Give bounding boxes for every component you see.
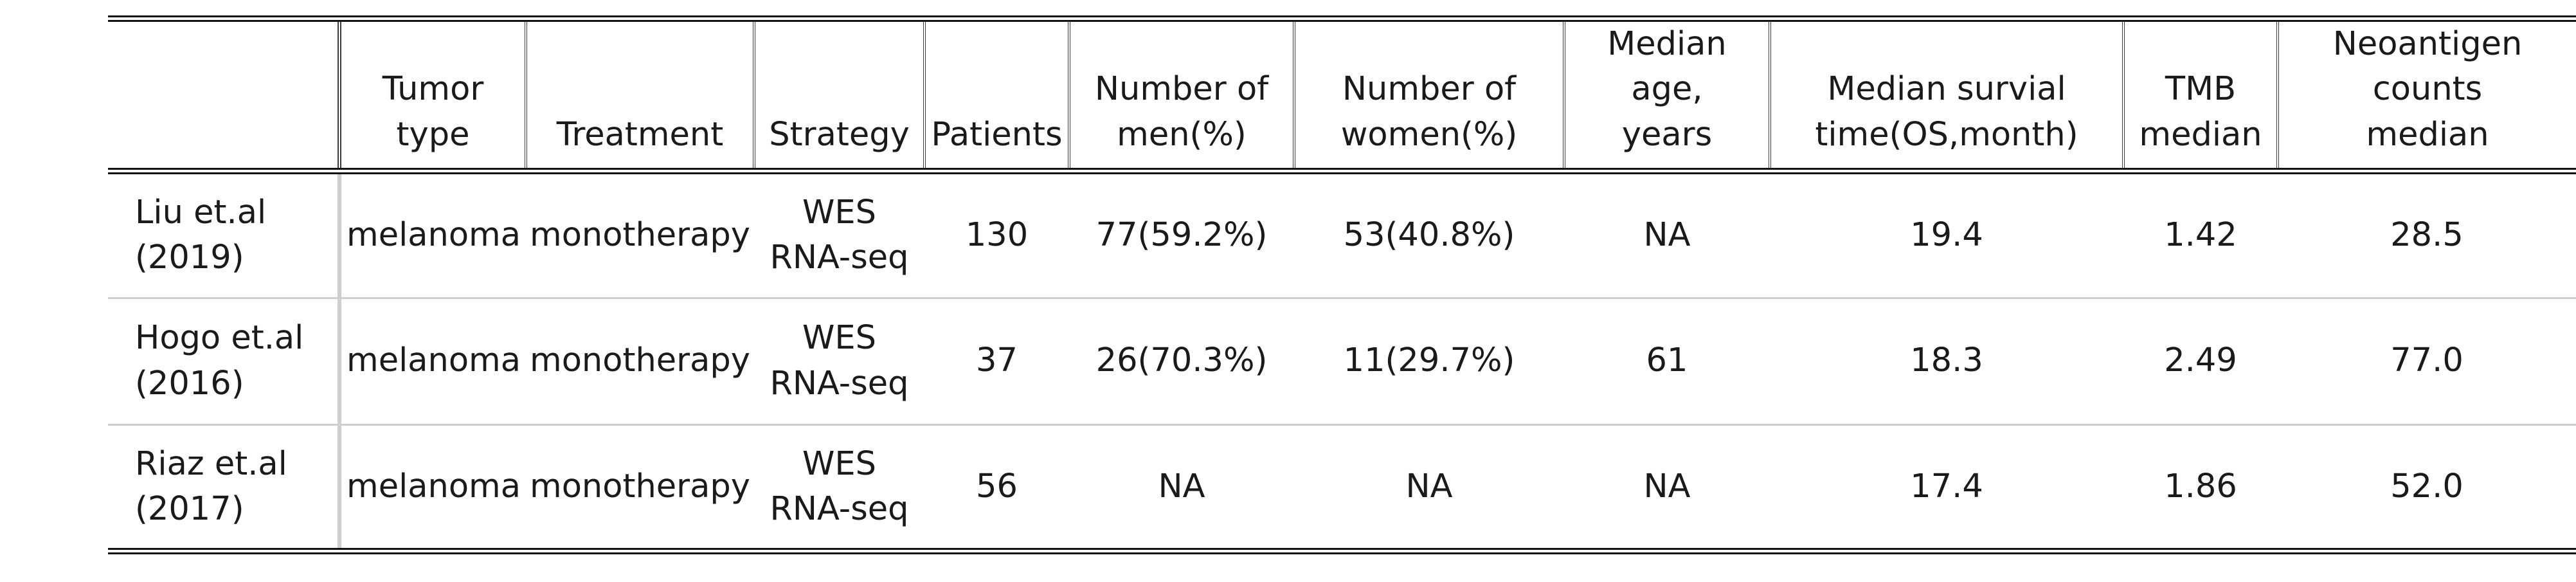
study-year: (2019) [135, 239, 244, 277]
cell-study: Riaz et.al (2017) [108, 424, 341, 552]
col-header-median-age: Median age, years [1564, 19, 1771, 172]
col-header-men: Number of men(%) [1069, 19, 1295, 172]
header-line: Tumor type [382, 70, 484, 154]
strategy-line: WES [802, 444, 877, 483]
cell-patients: 56 [976, 467, 1018, 505]
header-line: time(OS,month) [1815, 115, 2078, 154]
header-line: Number of [1094, 70, 1269, 109]
col-header-strategy: Strategy [754, 19, 926, 172]
study-year: (2016) [135, 364, 244, 403]
cell-treatment: monotherapy [530, 216, 750, 255]
study-name: Liu et.al [135, 194, 267, 232]
cell-strategy: WES RNA-seq [754, 171, 924, 298]
cell-tmb: 1.86 [2164, 467, 2237, 505]
cell-neoantigen: 28.5 [2390, 216, 2463, 255]
cell-treatment: monotherapy [530, 341, 750, 380]
table-row: Riaz et.al (2017) melanoma monotherapy W… [108, 424, 2576, 552]
cell-tmb: 1.42 [2164, 216, 2237, 255]
cell-tumor-type: melanoma [347, 341, 521, 380]
cell-median-survival: 17.4 [1910, 467, 1983, 505]
cell-men: 26(70.3%) [1095, 341, 1268, 380]
cell-tumor-type: melanoma [347, 216, 521, 255]
strategy-line: RNA-seq [770, 489, 909, 528]
header-line: years [1621, 115, 1713, 154]
header-line: Patients [931, 115, 1063, 154]
study-name: Hogo et.al [135, 319, 304, 358]
cell-median-survival: 18.3 [1910, 341, 1983, 380]
cell-neoantigen: 77.0 [2390, 341, 2463, 380]
col-header-tmb: TMB median [2123, 19, 2279, 172]
header-line: women(%) [1340, 115, 1518, 154]
col-header-neoantigen: Neoantigen counts median [2278, 19, 2576, 171]
cell-neoantigen: 52.0 [2390, 467, 2463, 505]
header-line: Neoantigen counts [2332, 25, 2523, 109]
col-header-women: Number of women(%) [1294, 19, 1565, 172]
col-header-tumor-type: Tumor type [339, 19, 527, 172]
cell-women: 53(40.8%) [1343, 216, 1515, 255]
col-header-treatment: Treatment [526, 19, 755, 172]
header-line: Median age, [1607, 25, 1727, 109]
strategy-line: WES [802, 194, 877, 232]
header-line: median [2366, 115, 2489, 154]
study-name: Riaz et.al [135, 444, 287, 483]
header-line: Median survial [1827, 70, 2066, 109]
col-header-median-survival: Median survial time(OS,month) [1770, 19, 2125, 172]
header-line: median [2139, 115, 2262, 154]
strategy-line: RNA-seq [770, 239, 909, 277]
cell-study: Hogo et.al (2016) [108, 298, 341, 425]
col-header-patients: Patients [924, 19, 1070, 172]
cell-study: Liu et.al (2019) [108, 171, 341, 298]
col-header-study [108, 19, 341, 172]
header-line: men(%) [1117, 115, 1247, 154]
cell-median-age: 61 [1646, 341, 1688, 380]
header-line: Treatment [556, 115, 724, 154]
header-row: Tumor type Treatment Strategy Patients N… [108, 19, 2576, 172]
cell-tumor-type: melanoma [347, 467, 521, 505]
cell-strategy: WES RNA-seq [754, 424, 924, 551]
table-row: Liu et.al (2019) melanoma monotherapy WE… [108, 171, 2576, 298]
cell-men: NA [1158, 467, 1205, 505]
strategy-line: WES [802, 319, 877, 358]
table-row: Hogo et.al (2016) melanoma monotherapy W… [108, 298, 2576, 425]
strategy-line: RNA-seq [770, 364, 909, 403]
cell-patients: 130 [965, 216, 1029, 255]
header-line: Strategy [769, 115, 910, 154]
header-line: TMB [2165, 70, 2237, 109]
cell-median-survival: 19.4 [1910, 216, 1983, 255]
cell-median-age: NA [1643, 216, 1691, 255]
cell-men: 77(59.2%) [1095, 216, 1268, 255]
study-table-container: Tumor type Treatment Strategy Patients N… [108, 15, 2576, 554]
cell-strategy: WES RNA-seq [754, 298, 924, 424]
cell-median-age: NA [1643, 467, 1691, 505]
cell-patients: 37 [976, 341, 1018, 380]
cell-women: 11(29.7%) [1343, 341, 1515, 380]
cell-treatment: monotherapy [530, 467, 750, 505]
study-comparison-table: Tumor type Treatment Strategy Patients N… [108, 15, 2576, 554]
cell-women: NA [1405, 467, 1453, 505]
cell-tmb: 2.49 [2164, 341, 2237, 380]
header-line: Number of [1342, 70, 1517, 109]
study-year: (2017) [135, 489, 244, 528]
